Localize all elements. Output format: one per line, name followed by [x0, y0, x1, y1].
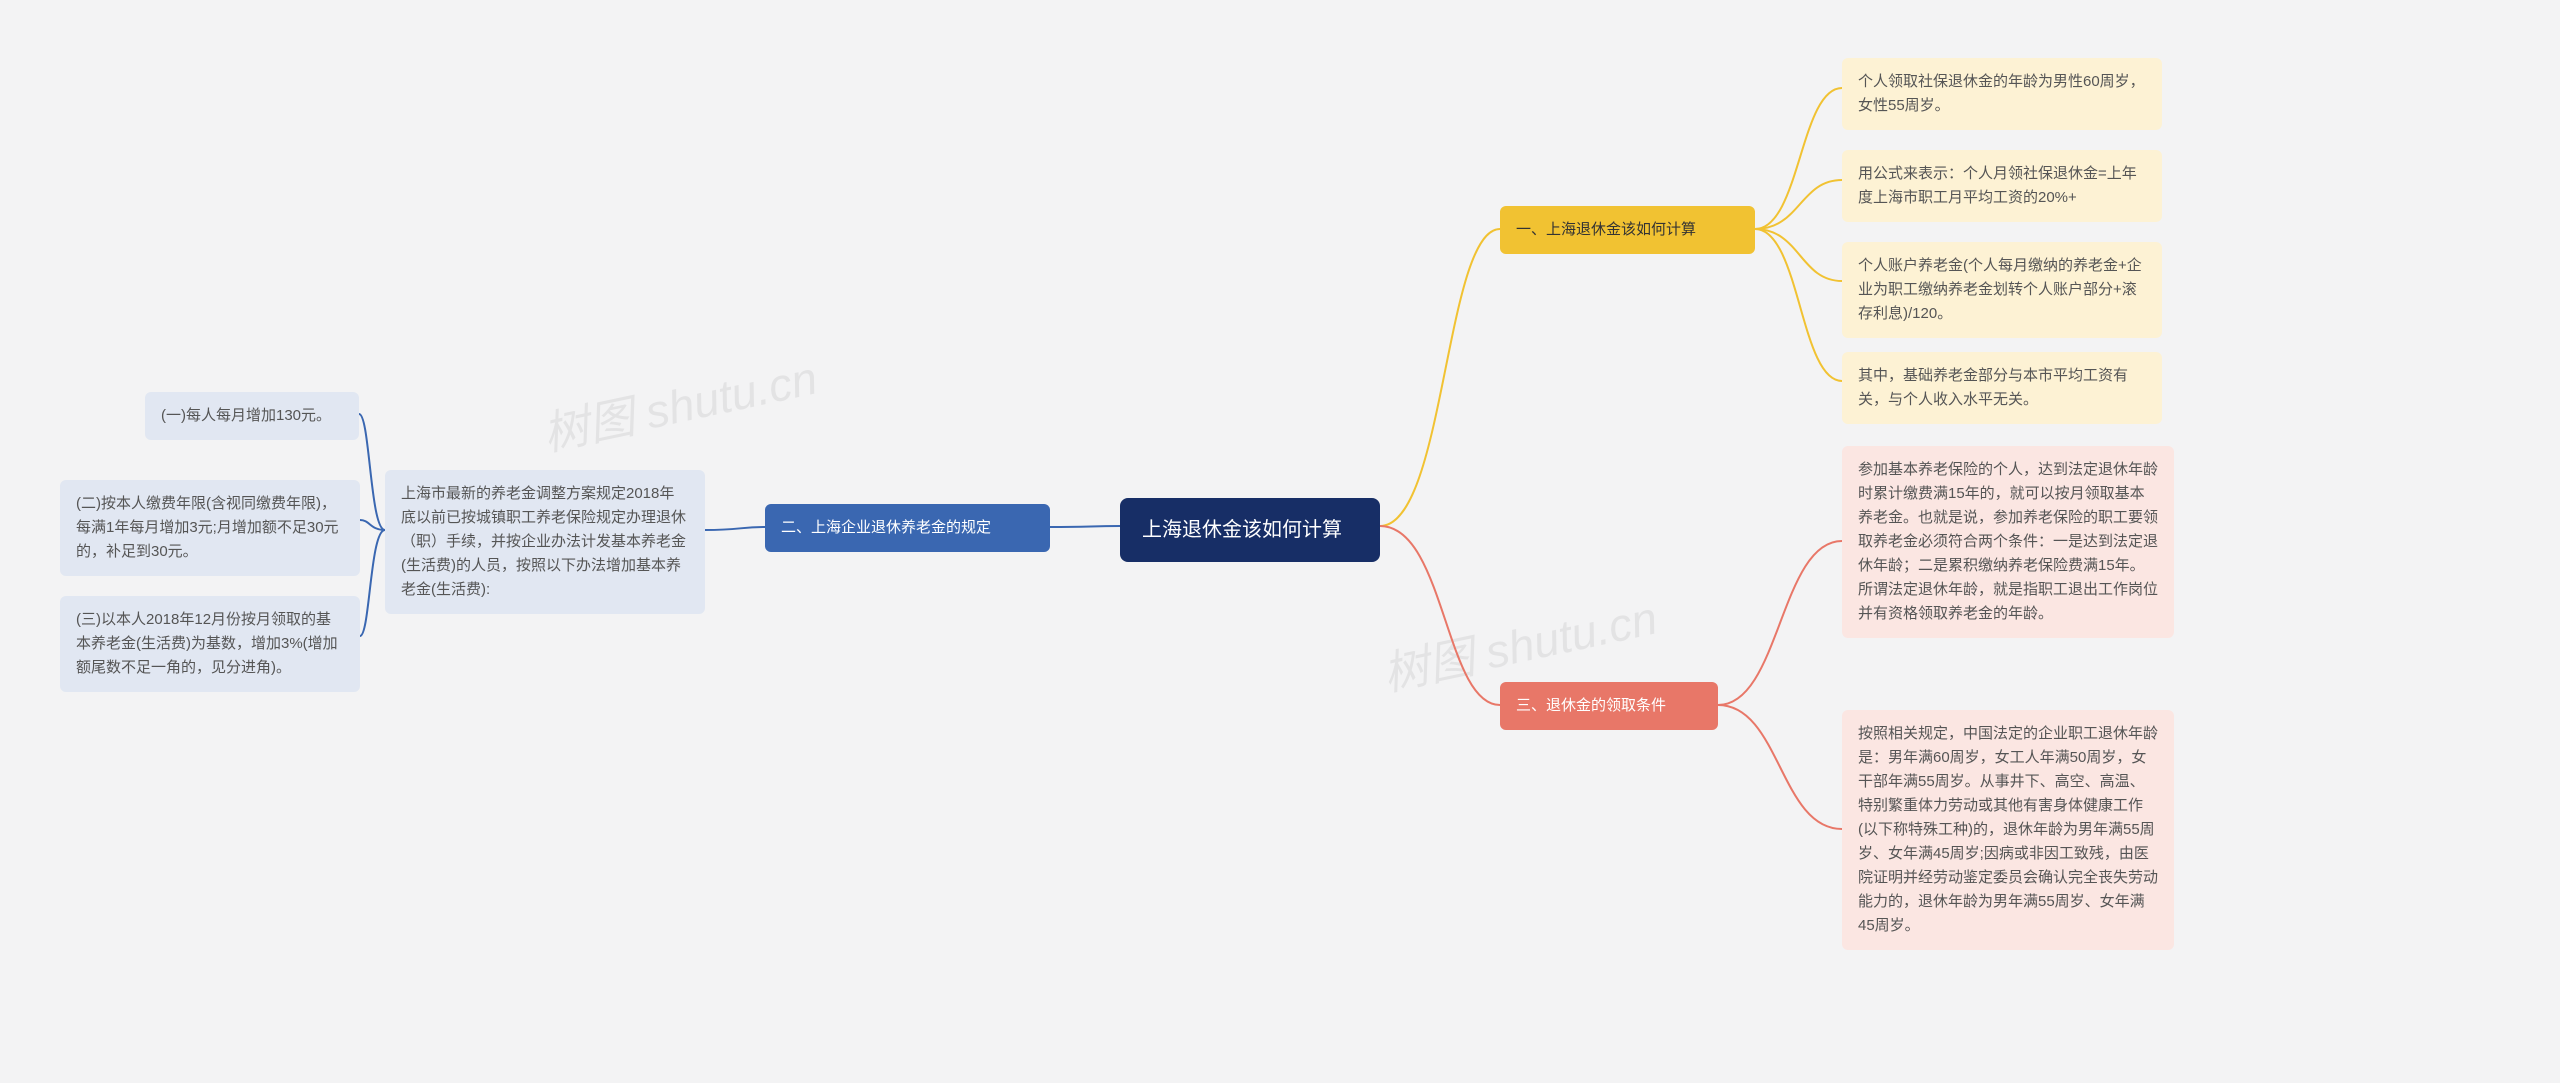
section2-leaf-1: (二)按本人缴费年限(含视同缴费年限)，每满1年每月增加3元;月增加额不足30元… [60, 480, 360, 576]
section3-leaf-0: 参加基本养老保险的个人，达到法定退休年龄时累计缴费满15年的，就可以按月领取基本… [1842, 446, 2174, 638]
section3-head: 三、退休金的领取条件 [1500, 682, 1718, 730]
section1-leaf-2: 个人账户养老金(个人每月缴纳的养老金+企业为职工缴纳养老金划转个人账户部分+滚存… [1842, 242, 2162, 338]
section2-head: 二、上海企业退休养老金的规定 [765, 504, 1050, 552]
section2-mid: 上海市最新的养老金调整方案规定2018年底以前已按城镇职工养老保险规定办理退休（… [385, 470, 705, 614]
section1-leaf-1: 用公式来表示：个人月领社保退休金=上年度上海市职工月平均工资的20%+ [1842, 150, 2162, 222]
section2-leaf-0: (一)每人每月增加130元。 [145, 392, 359, 440]
section1-leaf-0: 个人领取社保退休金的年龄为男性60周岁，女性55周岁。 [1842, 58, 2162, 130]
mindmap-root: 上海退休金该如何计算 [1120, 498, 1380, 562]
section2-leaf-2: (三)以本人2018年12月份按月领取的基本养老金(生活费)为基数，增加3%(增… [60, 596, 360, 692]
watermark-left: 树图 shutu.cn [536, 342, 822, 465]
section3-leaf-1: 按照相关规定，中国法定的企业职工退休年龄是：男年满60周岁，女工人年满50周岁，… [1842, 710, 2174, 950]
section1-head: 一、上海退休金该如何计算 [1500, 206, 1755, 254]
section1-leaf-3: 其中，基础养老金部分与本市平均工资有关，与个人收入水平无关。 [1842, 352, 2162, 424]
